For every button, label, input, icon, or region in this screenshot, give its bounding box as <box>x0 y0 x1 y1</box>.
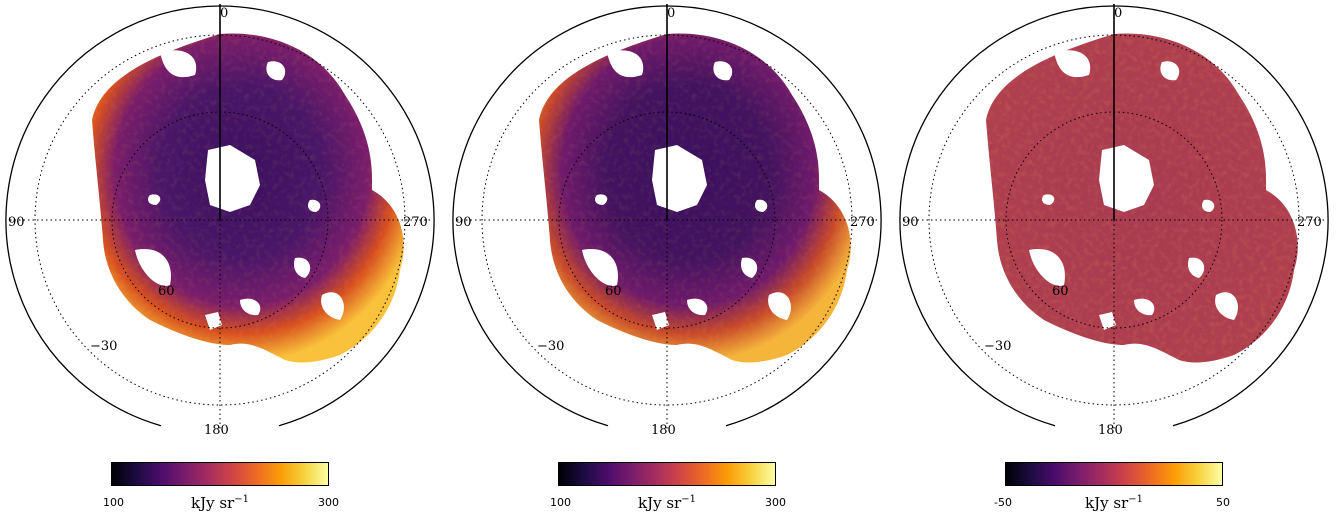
colorbar-3 <box>1005 462 1223 486</box>
mask-hole <box>321 292 344 320</box>
mask-hole <box>1054 50 1091 78</box>
label-90: 90 <box>8 215 25 230</box>
label-lat-minus30: −30 <box>984 339 1011 354</box>
mask-hole <box>652 145 707 212</box>
label-lat-minus30: −30 <box>537 339 564 354</box>
label-0: 0 <box>1114 6 1122 21</box>
mask-hole <box>595 194 608 205</box>
label-180: 180 <box>1098 423 1123 438</box>
mask-hole <box>294 257 311 278</box>
mask-hole <box>135 249 171 286</box>
colorbar-1 <box>111 462 329 486</box>
label-180: 180 <box>204 423 229 438</box>
mask-hole <box>755 199 768 212</box>
mask-hole <box>266 61 286 81</box>
mask-hole <box>1202 199 1215 212</box>
mask-hole <box>741 257 758 278</box>
mask-hole <box>687 298 708 316</box>
colorbar-2 <box>558 462 776 486</box>
mask-hole <box>652 312 669 330</box>
mask-hole <box>160 50 197 78</box>
mask-hole <box>1099 312 1116 330</box>
mask-hole <box>205 312 222 330</box>
colorbar-max-label: 300 <box>765 496 786 509</box>
label-lat-60: 60 <box>1052 284 1069 299</box>
latitude-circle <box>558 111 776 329</box>
label-0: 0 <box>220 6 228 21</box>
colorbar-min-label: 100 <box>550 496 571 509</box>
label-lat-minus30: −30 <box>90 339 117 354</box>
latitude-circle <box>111 111 329 329</box>
sky-map-2: 0 90 270 180 60 −30 <box>452 4 882 438</box>
mask-hole <box>308 199 321 212</box>
mask-hole <box>205 145 260 212</box>
colorbar-unit-label: kJy sr−1 <box>1085 494 1143 512</box>
latitude-circle <box>481 34 853 406</box>
latitude-circle <box>1005 111 1223 329</box>
label-lat-60: 60 <box>605 284 622 299</box>
label-270: 270 <box>1297 215 1322 230</box>
colorbar-min-label: -50 <box>994 496 1012 509</box>
mask-hole <box>240 298 261 316</box>
mask-hole <box>607 50 644 78</box>
polar-map-3: 0 90 270 180 60 −30 <box>899 4 1329 438</box>
colorbar-max-label: 300 <box>318 496 339 509</box>
colorbar-unit-label: kJy sr−1 <box>191 494 249 512</box>
mask-hole <box>768 292 791 320</box>
mask-hole <box>1160 61 1180 81</box>
map-panel-2: 0 90 270 180 60 −30 100 300 kJy sr−1 <box>447 0 895 520</box>
label-90: 90 <box>455 215 472 230</box>
mask-hole <box>1042 194 1055 205</box>
polar-map-2: 0 90 270 180 60 −30 <box>452 4 882 438</box>
mask-hole <box>1029 249 1065 286</box>
mask-hole <box>1215 292 1238 320</box>
label-0: 0 <box>667 6 675 21</box>
map-panel-1: 0 90 270 180 60 −30 100 300 kJy sr−1 <box>0 0 448 520</box>
label-180: 180 <box>651 423 676 438</box>
label-90: 90 <box>902 215 919 230</box>
label-lat-60: 60 <box>158 284 175 299</box>
mask-hole <box>1099 145 1154 212</box>
map-panel-3: 0 90 270 180 60 −30 -50 50 kJy sr−1 <box>894 0 1342 520</box>
label-270: 270 <box>850 215 875 230</box>
polar-map-1: 0 90 270 180 60 −30 <box>5 4 435 438</box>
colorbar-min-label: 100 <box>103 496 124 509</box>
latitude-circle <box>928 34 1300 406</box>
mask-hole <box>582 249 618 286</box>
latitude-circle <box>34 34 406 406</box>
colorbar-max-label: 50 <box>1216 496 1230 509</box>
sky-map-1: 0 90 270 180 60 −30 <box>5 4 435 438</box>
colorbar-unit-label: kJy sr−1 <box>638 494 696 512</box>
label-270: 270 <box>403 215 428 230</box>
mask-hole <box>148 194 161 205</box>
mask-hole <box>713 61 733 81</box>
mask-hole <box>1134 298 1155 316</box>
sky-map-3: 0 90 270 180 60 −30 <box>899 4 1329 438</box>
mask-hole <box>1188 257 1205 278</box>
